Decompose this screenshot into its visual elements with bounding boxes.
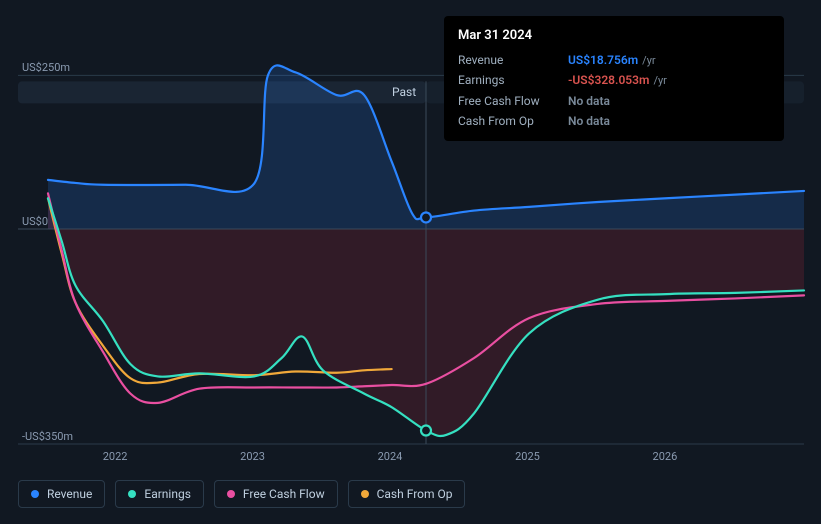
x-axis-label: 2026 — [653, 450, 678, 463]
financials-chart: US$250m US$0 -US$350m 2022 2023 2024 202… — [0, 0, 821, 524]
tooltip-row-fcf: Free Cash Flow No data — [458, 91, 770, 111]
legend-label: Earnings — [144, 487, 191, 501]
tooltip-value: -US$328.053m — [568, 71, 649, 89]
tooltip-value: No data — [568, 92, 610, 110]
tooltip-value: US$18.756m — [568, 51, 638, 69]
legend-label: Free Cash Flow — [243, 487, 325, 501]
legend-label: Cash From Op — [377, 487, 453, 501]
tooltip-label: Free Cash Flow — [458, 92, 568, 110]
region-label-past: Past — [392, 85, 416, 99]
x-axis-label: 2022 — [103, 450, 128, 463]
tooltip-suffix: /yr — [653, 73, 666, 90]
legend-dot — [227, 490, 235, 498]
tooltip-value: No data — [568, 112, 610, 130]
tooltip-suffix: /yr — [642, 53, 655, 70]
tooltip-row-earnings: Earnings -US$328.053m /yr — [458, 70, 770, 91]
chart-tooltip: Mar 31 2024 Revenue US$18.756m /yr Earni… — [444, 16, 784, 141]
tooltip-label: Cash From Op — [458, 112, 568, 130]
legend-label: Revenue — [47, 487, 92, 501]
tooltip-row-cfo: Cash From Op No data — [458, 111, 770, 131]
legend-item-revenue[interactable]: Revenue — [18, 480, 105, 508]
legend-item-fcf[interactable]: Free Cash Flow — [214, 480, 338, 508]
legend-item-cfo[interactable]: Cash From Op — [348, 480, 466, 508]
x-axis-label: 2025 — [515, 450, 540, 463]
tooltip-title: Mar 31 2024 — [458, 26, 770, 46]
legend-item-earnings[interactable]: Earnings — [115, 480, 204, 508]
y-axis-label: -US$350m — [22, 430, 73, 443]
tooltip-label: Revenue — [458, 51, 568, 69]
tooltip-label: Earnings — [458, 71, 568, 89]
y-axis-label: US$250m — [22, 61, 70, 74]
legend-dot — [128, 490, 136, 498]
y-axis-label: US$0 — [22, 215, 48, 228]
x-axis-label: 2024 — [378, 450, 403, 463]
legend-dot — [361, 490, 369, 498]
tooltip-row-revenue: Revenue US$18.756m /yr — [458, 50, 770, 71]
x-axis-label: 2023 — [240, 450, 265, 463]
legend-dot — [31, 490, 39, 498]
chart-legend: Revenue Earnings Free Cash Flow Cash Fro… — [18, 480, 465, 508]
